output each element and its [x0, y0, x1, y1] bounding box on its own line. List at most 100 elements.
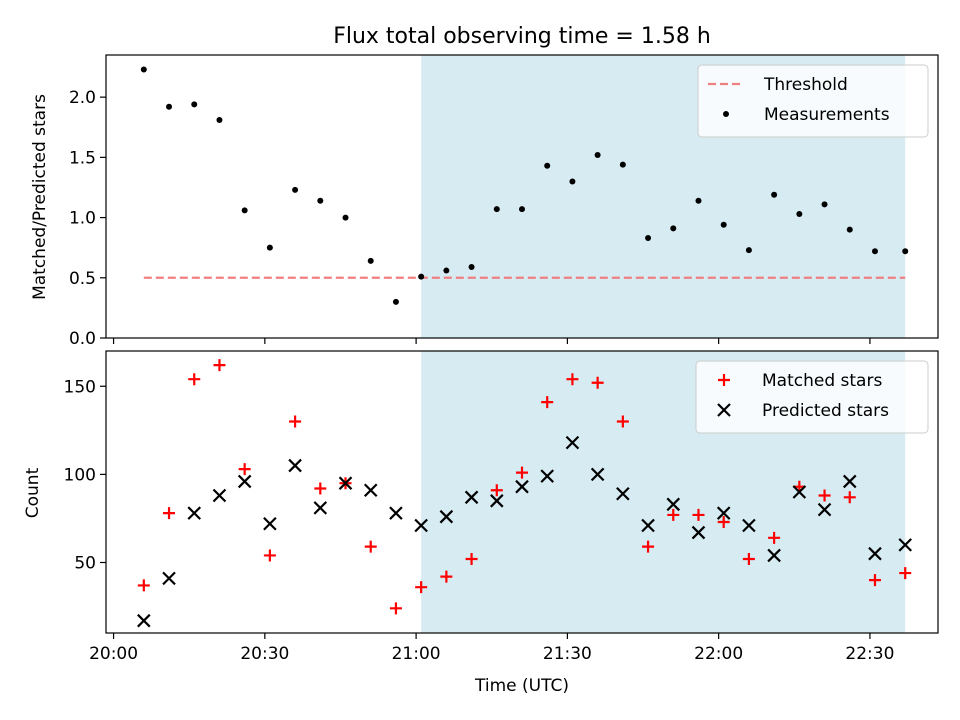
top-y-tick-label: 2.0 [69, 88, 96, 108]
legend-label-threshold: Threshold [763, 75, 848, 95]
measurements-point [745, 247, 752, 254]
predicted-stars-point [691, 525, 706, 540]
measurements-point [720, 221, 727, 228]
measurements-point [670, 225, 677, 232]
matched-stars-point [616, 415, 629, 428]
measurements-point [292, 186, 299, 193]
top-y-tick-label: 0.0 [69, 329, 96, 349]
x-tick-label: 21:30 [543, 644, 592, 664]
predicted-stars-point [414, 518, 428, 533]
legend-label-measurements: Measurements [764, 105, 890, 125]
predicted-stars-point [515, 479, 529, 494]
matched-stars-point [541, 396, 554, 409]
predicted-stars-point [540, 469, 554, 483]
measurements-point [367, 257, 374, 264]
measurements-point [166, 103, 173, 110]
predicted-stars-point [212, 488, 227, 503]
predicted-stars-point [792, 485, 807, 499]
measurements-point [519, 206, 525, 213]
bottom-y-axis-label: Count [23, 467, 43, 518]
bottom-axes-frame [105, 350, 939, 634]
matched-stars-point [137, 579, 150, 592]
measurements-point [796, 210, 803, 217]
predicted-stars-point [237, 474, 252, 489]
measurements-point [266, 244, 273, 251]
measurements-point [902, 248, 909, 255]
matched-stars-point [314, 482, 327, 495]
measurements-point [468, 263, 475, 270]
measurements-point [241, 207, 248, 214]
predicted-stars-point [389, 506, 403, 520]
matched-stars-point [642, 540, 655, 553]
matched-stars-point [868, 574, 881, 587]
top-panel-ratio-plot: 0.0 0.5 1.0 1.5 2.0 Threshold Measurements [69, 54, 939, 349]
bottom-y-tick-label: 50 [74, 554, 96, 574]
predicted-stars-point [464, 490, 479, 505]
bottom-y-tick-label: 150 [64, 377, 96, 397]
x-axis-label: Time (UTC) [474, 676, 569, 696]
predicted-stars-point [137, 613, 151, 628]
legend-label-matched-stars: Matched stars [762, 371, 882, 391]
top-y-tick-label: 1.0 [69, 209, 96, 229]
x-tick-label: 22:00 [694, 644, 743, 664]
measurements-point [191, 101, 198, 108]
matched-stars-point [440, 570, 453, 583]
matched-stars-point [667, 508, 680, 521]
measurements-point [771, 191, 778, 198]
matched-stars-point [289, 415, 302, 428]
matched-stars-point [490, 484, 503, 497]
top-axes-frame [105, 54, 939, 339]
matched-stars-point [263, 549, 276, 562]
bottom-panel-count-plot: 50 100 150 20:00 20:30 21:00 21:30 22:00 22:30 Ma… [64, 350, 939, 664]
matched-stars-point [717, 515, 730, 528]
measurements-point [695, 197, 702, 204]
legend-label-predicted-stars: Predicted stars [762, 401, 889, 421]
bottom-y-tick-label: 100 [64, 465, 96, 485]
x-tick-label: 22:30 [845, 644, 894, 664]
matched-stars-point [591, 376, 604, 389]
predicted-stars-point [641, 518, 655, 533]
predicted-stars-point [666, 497, 681, 512]
predicted-stars-point [767, 548, 781, 563]
measurements-point [821, 201, 828, 208]
predicted-stars-point [742, 518, 756, 533]
predicted-stars-point [263, 516, 277, 531]
matched-stars-point [415, 581, 428, 594]
predicted-stars-point [590, 467, 605, 482]
matched-stars-point [389, 602, 402, 615]
legend-swatch-measurements [723, 111, 729, 117]
measurements-point [594, 151, 601, 158]
matched-stars-point [238, 463, 251, 476]
matched-stars-point [213, 359, 226, 372]
x-tick-label: 21:00 [392, 644, 441, 664]
top-y-tick-label: 0.5 [69, 269, 96, 289]
matched-stars-point [843, 491, 856, 504]
matched-stars-point [768, 531, 781, 544]
measurements-point [846, 226, 853, 233]
measurements-point [392, 298, 399, 305]
measurements-point [871, 248, 878, 255]
x-tick-label: 20:00 [89, 644, 138, 664]
x-tick-label: 20:30 [240, 644, 289, 664]
matched-stars-point [899, 567, 912, 580]
measurements-point [645, 235, 652, 242]
measurements-point [544, 162, 551, 169]
measurements-point [216, 117, 223, 124]
top-legend: Threshold Measurements [697, 64, 929, 138]
measurements-point [418, 273, 425, 280]
measurements-point [493, 206, 500, 213]
matched-stars-point [188, 373, 201, 386]
measurements-point [342, 214, 349, 221]
predicted-stars-point [716, 506, 731, 520]
legend-swatch-predicted-stars [717, 403, 731, 417]
matched-stars-point [364, 540, 377, 553]
predicted-stars-point [616, 486, 630, 501]
matched-stars-point [465, 552, 478, 565]
matched-stars-point [566, 373, 579, 386]
top-y-tick-label: 1.5 [69, 148, 96, 168]
predicted-stars-point [565, 435, 580, 450]
predicted-stars-point [313, 501, 328, 515]
predicted-stars-point [162, 571, 176, 586]
measurements-point [140, 66, 147, 73]
